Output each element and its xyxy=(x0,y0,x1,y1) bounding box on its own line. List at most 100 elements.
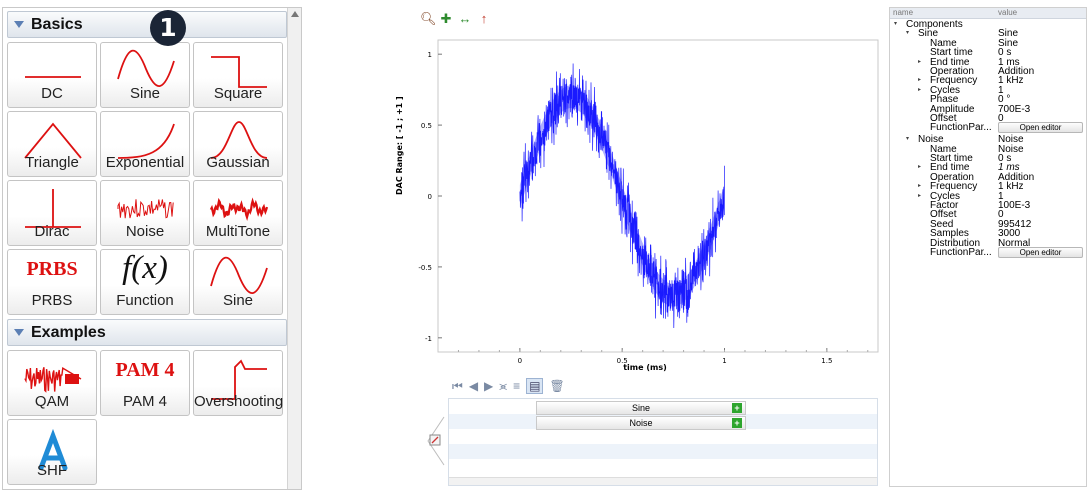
open-editor-button[interactable]: Open editor xyxy=(998,122,1083,134)
sequence-item-noise[interactable]: Noise + xyxy=(536,416,746,430)
open-editor-button[interactable]: Open editor xyxy=(998,246,1083,258)
add-icon[interactable]: + xyxy=(732,418,742,428)
property-value[interactable]: 100E-3 xyxy=(998,200,1031,212)
collapse-icon[interactable]: ▾ xyxy=(906,136,910,143)
folder-icon[interactable]: ▤ xyxy=(526,378,544,394)
property-row-name[interactable]: Name Noise xyxy=(890,143,1086,155)
property-row-distribution[interactable]: Distribution Normal xyxy=(890,237,1086,249)
property-value[interactable]: 1 kHz xyxy=(998,75,1024,87)
section-header-examples[interactable]: Examples xyxy=(7,319,287,346)
play-icon[interactable]: ▶ xyxy=(484,379,494,393)
tile-dirac[interactable]: Dirac xyxy=(7,180,97,246)
property-value[interactable]: Noise xyxy=(998,134,1024,146)
property-value[interactable]: Normal xyxy=(998,237,1031,249)
property-row-cycles[interactable]: ▸ Cycles 1 xyxy=(890,190,1086,202)
tile-square[interactable]: Square xyxy=(193,42,283,108)
property-row-factor[interactable]: Factor 100E-3 xyxy=(890,200,1086,212)
property-row-seed[interactable]: Seed 995412 xyxy=(890,218,1086,230)
tile-sine[interactable]: Sine xyxy=(193,249,283,315)
property-row-operation[interactable]: Operation Addition xyxy=(890,171,1086,183)
expand-icon[interactable]: ▸ xyxy=(918,86,922,93)
property-value[interactable]: 0 s xyxy=(998,47,1012,59)
tile-overshooting[interactable]: Overshooting xyxy=(193,350,283,416)
expand-icon[interactable]: ▸ xyxy=(918,58,922,65)
scroll-up-icon[interactable] xyxy=(291,11,299,17)
tile-function[interactable]: f(x) Function xyxy=(100,249,190,315)
property-row-sine[interactable]: ▾ Sine Sine xyxy=(890,28,1086,40)
property-value[interactable]: 0 ° xyxy=(998,94,1011,106)
property-value[interactable]: 1 ms xyxy=(998,162,1020,174)
tile-noise[interactable]: Noise xyxy=(100,180,190,246)
property-row-start-time[interactable]: Start time 0 s xyxy=(890,153,1086,165)
property-row-end-time[interactable]: ▸ End time 1 ms xyxy=(890,56,1086,68)
step-back-icon[interactable]: ◀ xyxy=(468,379,479,393)
property-value[interactable]: 1 ms xyxy=(998,56,1020,68)
signal-plot[interactable]: 1 0.5 0 -0.5 -1 0 0.5 1 1.5 xyxy=(410,30,880,370)
tile-qam[interactable]: QAM xyxy=(7,350,97,416)
property-row-start-time[interactable]: Start time 0 s xyxy=(890,47,1086,59)
property-value[interactable]: Sine xyxy=(998,28,1019,40)
collapse-icon[interactable]: ▾ xyxy=(894,21,898,27)
expand-icon[interactable]: ▸ xyxy=(918,164,922,171)
tile-sine[interactable]: Sine xyxy=(100,42,190,108)
reset-view-icon[interactable]: ↑ xyxy=(480,11,488,26)
pan-icon[interactable]: ✚ xyxy=(440,11,452,26)
tile-shf[interactable]: SHF xyxy=(7,419,97,485)
section-header-basics[interactable]: Basics xyxy=(7,11,287,38)
tile-triangle[interactable]: Triangle xyxy=(7,111,97,177)
skip-first-icon[interactable]: ⏮ xyxy=(452,378,463,393)
property-row-offset[interactable]: Offset 0 xyxy=(890,209,1086,221)
zoom-icon[interactable]: 🔍︎ xyxy=(420,11,437,26)
split-icon[interactable]: ⪤ xyxy=(499,378,508,393)
property-value[interactable]: 700E-3 xyxy=(998,103,1031,115)
tile-exponential[interactable]: Exponential xyxy=(100,111,190,177)
property-value[interactable]: 0 xyxy=(998,209,1004,221)
property-row-samples[interactable]: Samples 3000 xyxy=(890,228,1086,240)
expand-icon[interactable]: ▸ xyxy=(918,77,922,84)
tile-prbs[interactable]: PRBS PRBS xyxy=(7,249,97,315)
expand-icon[interactable]: ▸ xyxy=(918,183,922,190)
property-row-operation[interactable]: Operation Addition xyxy=(890,65,1086,77)
property-name: Frequency xyxy=(930,181,978,193)
tile-pam-4[interactable]: PAM 4 PAM 4 xyxy=(100,350,190,416)
property-row-noise[interactable]: ▾ Noise Noise xyxy=(890,134,1086,146)
property-value[interactable]: 3000 xyxy=(998,228,1021,240)
property-value[interactable]: 995412 xyxy=(998,218,1032,230)
sequence-item-sine[interactable]: Sine + xyxy=(536,401,746,415)
property-value[interactable]: 1 kHz xyxy=(998,181,1024,193)
sequence-scrollbar[interactable] xyxy=(449,477,877,485)
add-icon[interactable]: + xyxy=(732,403,742,413)
merge-icon[interactable]: ≡ xyxy=(513,379,521,393)
expand-triangle-icon[interactable] xyxy=(14,329,24,336)
property-row-functionpar-[interactable]: FunctionPar... Open editor xyxy=(890,122,1086,135)
property-row-functionpar-[interactable]: FunctionPar... Open editor xyxy=(890,246,1086,260)
property-value[interactable]: Noise xyxy=(998,143,1024,155)
collapse-icon[interactable]: ▾ xyxy=(906,30,910,37)
property-value[interactable]: Sine xyxy=(998,37,1019,49)
expand-icon[interactable]: ▸ xyxy=(918,192,922,199)
property-row-amplitude[interactable]: Amplitude 700E-3 xyxy=(890,103,1086,115)
property-row-phase[interactable]: Phase 0 ° xyxy=(890,94,1086,106)
property-row-name[interactable]: Name Sine xyxy=(890,37,1086,49)
property-value[interactable]: 0 s xyxy=(998,153,1012,165)
property-row-components[interactable]: ▾ Components xyxy=(890,19,1086,29)
tile-dc[interactable]: DC xyxy=(7,42,97,108)
palette-scrollbar[interactable] xyxy=(287,8,301,489)
property-value[interactable]: 0 xyxy=(998,112,1004,124)
sequence-side-handle[interactable] xyxy=(424,415,446,467)
property-row-offset[interactable]: Offset 0 xyxy=(890,112,1086,124)
property-row-cycles[interactable]: ▸ Cycles 1 xyxy=(890,84,1086,96)
property-value[interactable]: 1 xyxy=(998,190,1004,202)
delete-icon[interactable]: 🗑︎ xyxy=(549,379,565,393)
property-row-frequency[interactable]: ▸ Frequency 1 kHz xyxy=(890,181,1086,193)
fit-icon[interactable]: ↔ xyxy=(458,11,472,26)
property-value[interactable]: Addition xyxy=(998,65,1035,77)
property-value[interactable]: Addition xyxy=(998,171,1035,183)
x-tick-label: 0 xyxy=(518,357,522,365)
expand-triangle-icon[interactable] xyxy=(14,21,24,28)
tile-multitone[interactable]: MultiTone xyxy=(193,180,283,246)
property-value[interactable]: 1 xyxy=(998,84,1004,96)
property-row-end-time[interactable]: ▸ End time 1 ms xyxy=(890,162,1086,174)
property-row-frequency[interactable]: ▸ Frequency 1 kHz xyxy=(890,75,1086,87)
tile-gaussian[interactable]: Gaussian xyxy=(193,111,283,177)
